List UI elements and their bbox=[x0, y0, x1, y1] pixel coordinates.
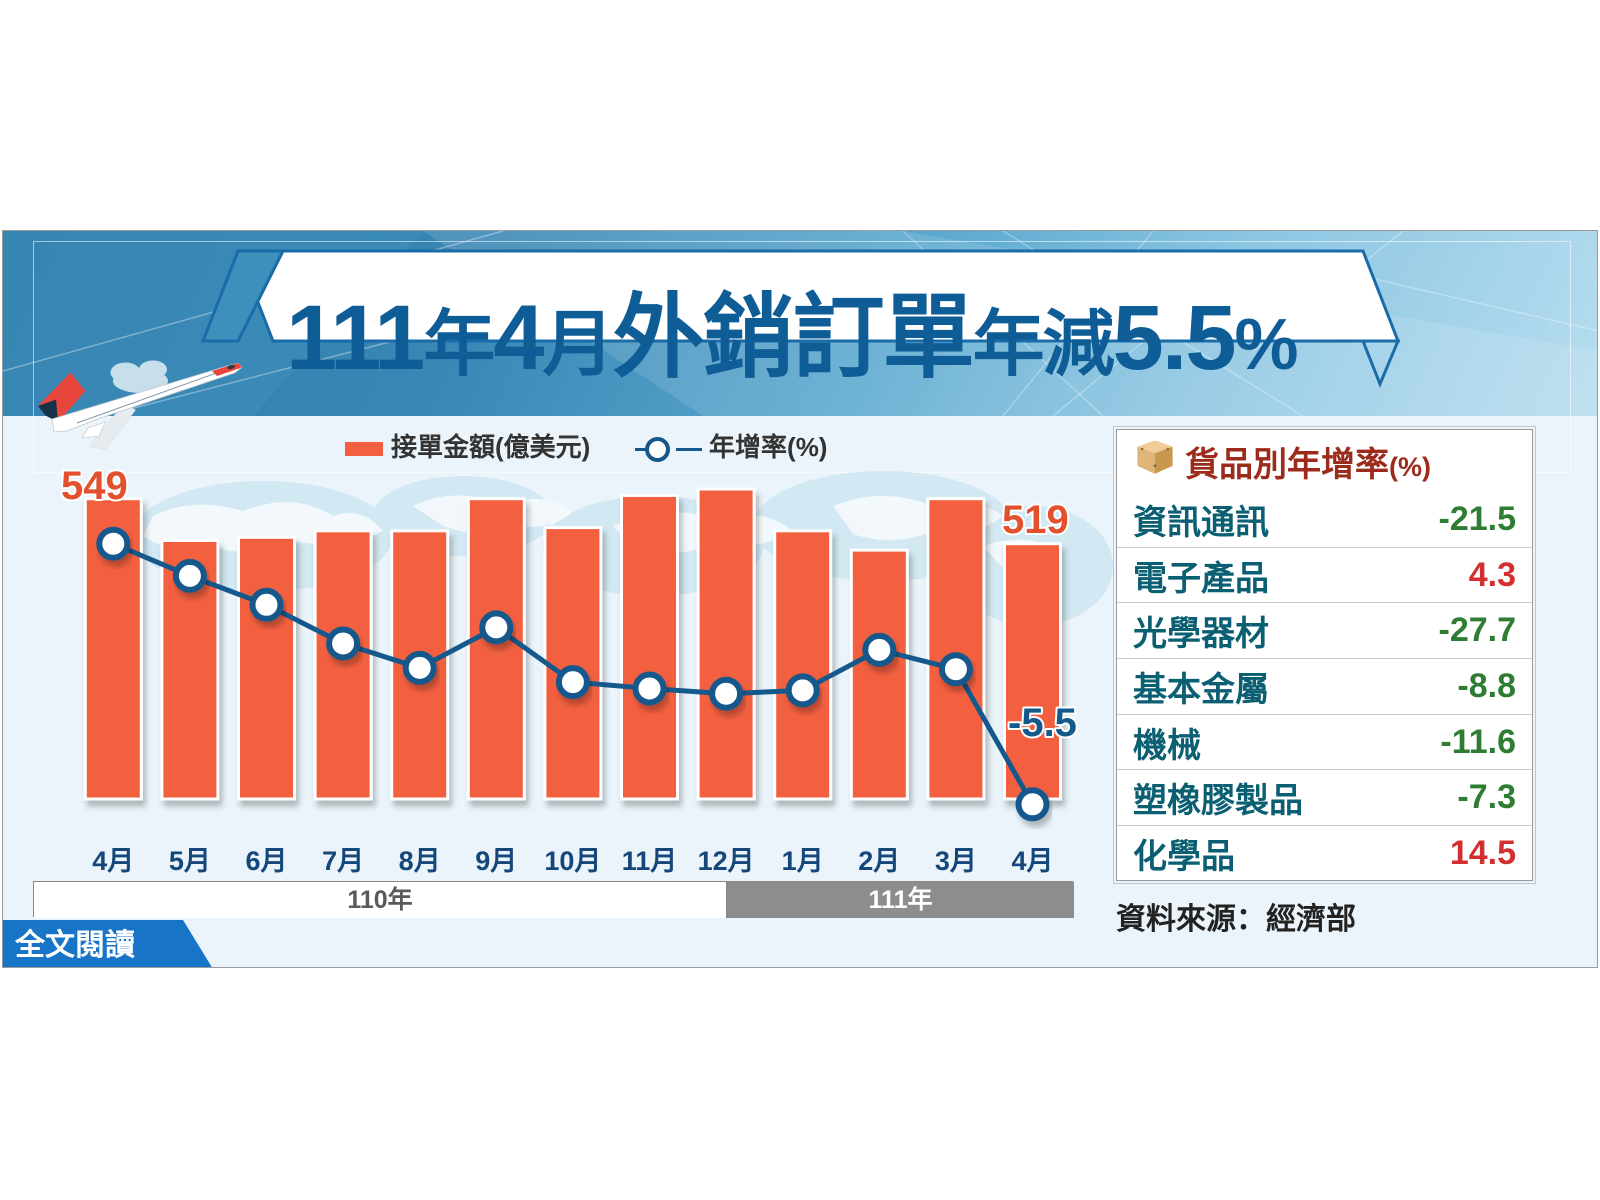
svg-text:-5.5: -5.5 bbox=[1008, 701, 1077, 745]
svg-text:519: 519 bbox=[1002, 498, 1069, 542]
svg-text:549: 549 bbox=[61, 464, 128, 508]
svg-text:全文閱讀: 全文閱讀 bbox=[14, 928, 135, 962]
